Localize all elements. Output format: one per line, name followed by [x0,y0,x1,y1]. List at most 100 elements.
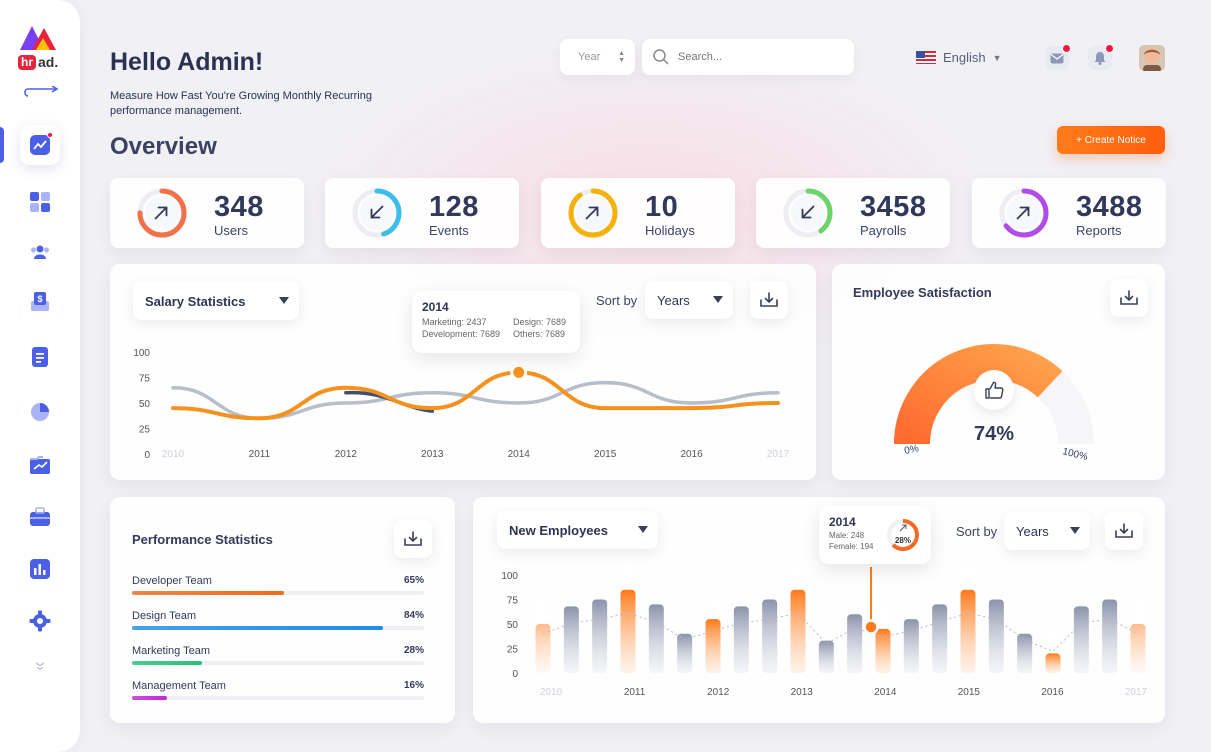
dropdown-caret-icon [638,526,648,533]
bar[interactable] [733,606,749,673]
users-group-icon [31,245,49,259]
new-employees-dropdown[interactable]: New Employees [497,511,658,549]
stat-card-users[interactable]: 348 Users [110,178,304,248]
x-tick-label: 2011 [249,449,271,460]
language-selector[interactable]: English ▼ [916,50,1002,65]
stat-card-payrolls[interactable]: 3458 Payrolls [756,178,950,248]
salary-sort-dropdown[interactable]: Years [645,281,733,319]
bar[interactable] [762,599,778,674]
tooltip-design: Design: 7689 [513,317,567,327]
search-input[interactable] [678,48,838,66]
new-employees-bar-chart: 0 25 50 75 100 2010 2011 2012 2013 2014 2015 2016 20… [501,564,1148,698]
collapse-arrow-icon[interactable] [22,86,60,98]
stat-card-events[interactable]: 128 Events [325,178,519,248]
highlight-point[interactable] [510,363,528,381]
bar[interactable] [1017,633,1033,673]
performance-percent: 28% [403,645,424,656]
bar[interactable] [1102,599,1118,674]
employees-sort-dropdown[interactable]: Years [1004,512,1090,550]
search-bar[interactable] [642,39,854,75]
sidebar-item-dashboard-grid[interactable] [20,182,60,222]
sidebar-item-settings-gear[interactable] [20,601,60,641]
y-tick-label: 50 [139,399,151,410]
x-tick-label: 2017 [767,449,790,460]
stat-label: Users [214,223,248,238]
dropdown-caret-icon [713,296,723,303]
stat-value: 348 [214,191,264,223]
performance-download-button[interactable] [394,520,432,558]
stat-value: 128 [429,191,479,223]
sidebar-item-folder-chart[interactable] [20,445,60,485]
bar[interactable] [790,589,806,673]
series-line-orange [171,370,780,421]
tooltip-marketing: Marketing: 2437 [422,317,487,327]
bar[interactable] [988,599,1004,674]
document-icon [32,347,48,367]
bar[interactable] [620,589,636,673]
sidebar-item-document[interactable] [20,337,60,377]
bar[interactable] [563,606,579,673]
year-select-label: Year [578,51,601,63]
y-tick-label: 0 [512,669,518,680]
satisfaction-download-button[interactable] [1110,279,1148,317]
bar[interactable] [535,624,551,673]
sidebar-item-trend-chart[interactable] [20,125,60,165]
bar[interactable] [1045,653,1061,673]
salary-line-chart: 0 25 50 75 100 2010 2011 2012 2013 2014 2015 2016 20… [133,348,790,461]
stat-progress-ring [137,188,187,238]
gauge-max-label: 100% [1061,446,1089,463]
trend-dotted-line [542,612,1139,653]
bar[interactable] [1130,624,1146,673]
salary-download-button[interactable] [750,281,788,319]
x-tick-label: 2015 [958,687,981,698]
bar[interactable] [648,604,664,673]
bar-cap [705,594,721,620]
sidebar-item-bar-chart[interactable] [20,549,60,589]
stat-card-holidays[interactable]: 10 Holidays [541,178,735,248]
sidebar-item-users-group[interactable] [20,232,60,272]
bar[interactable] [932,604,948,673]
sidebar-item-briefcase[interactable] [20,497,60,537]
bar-chart-icon [30,559,50,579]
page-greeting: Hello Admin! [110,48,264,76]
bar[interactable] [677,633,693,673]
sidebar-item-dollar-envelope[interactable]: $ [20,282,60,322]
briefcase-icon [30,507,50,526]
y-tick-label: 75 [139,374,151,385]
bar[interactable] [592,599,608,674]
bar[interactable] [705,619,721,673]
year-select[interactable]: Year ▲ ▼ [560,39,635,75]
bar[interactable] [1073,606,1089,673]
x-tick-label: 2013 [421,449,444,460]
employees-download-button[interactable] [1105,512,1143,550]
stat-card-reports[interactable]: 3488 Reports [972,178,1166,248]
create-notice-button[interactable]: + Create Notice [1057,126,1165,154]
bar[interactable] [818,640,834,673]
bar[interactable] [847,614,863,673]
employees-sort-label: Sort by [956,524,998,539]
salary-statistics-dropdown[interactable]: Salary Statistics [133,282,299,320]
sidebar-item-chevron-down-double[interactable] [20,648,60,688]
overview-heading: Overview [110,133,217,160]
mail-notification-dot [1062,44,1071,53]
performance-fill [132,626,384,630]
user-avatar[interactable] [1139,45,1165,71]
brand-logo[interactable]: hr ad. [18,22,62,72]
bar[interactable] [903,619,919,673]
us-flag-icon [916,51,936,64]
sidebar-item-pie-chart[interactable] [20,392,60,432]
tooltip-year: 2014 [422,300,449,314]
bar[interactable] [875,628,891,673]
y-tick-label: 50 [507,620,519,631]
highlight-point[interactable] [863,619,879,635]
active-indicator [0,127,4,163]
performance-team-label: Developer Team [132,575,212,587]
bar-cap [620,564,636,590]
bar[interactable] [960,589,976,673]
x-tick-label: 2010 [540,687,563,698]
y-tick-label: 100 [133,348,150,359]
performance-percent: 65% [403,575,424,586]
bar-cap [1130,599,1146,624]
employees-tooltip: 2014 Male: 248 Female: 194 28% [819,506,931,564]
performance-track [132,591,424,595]
